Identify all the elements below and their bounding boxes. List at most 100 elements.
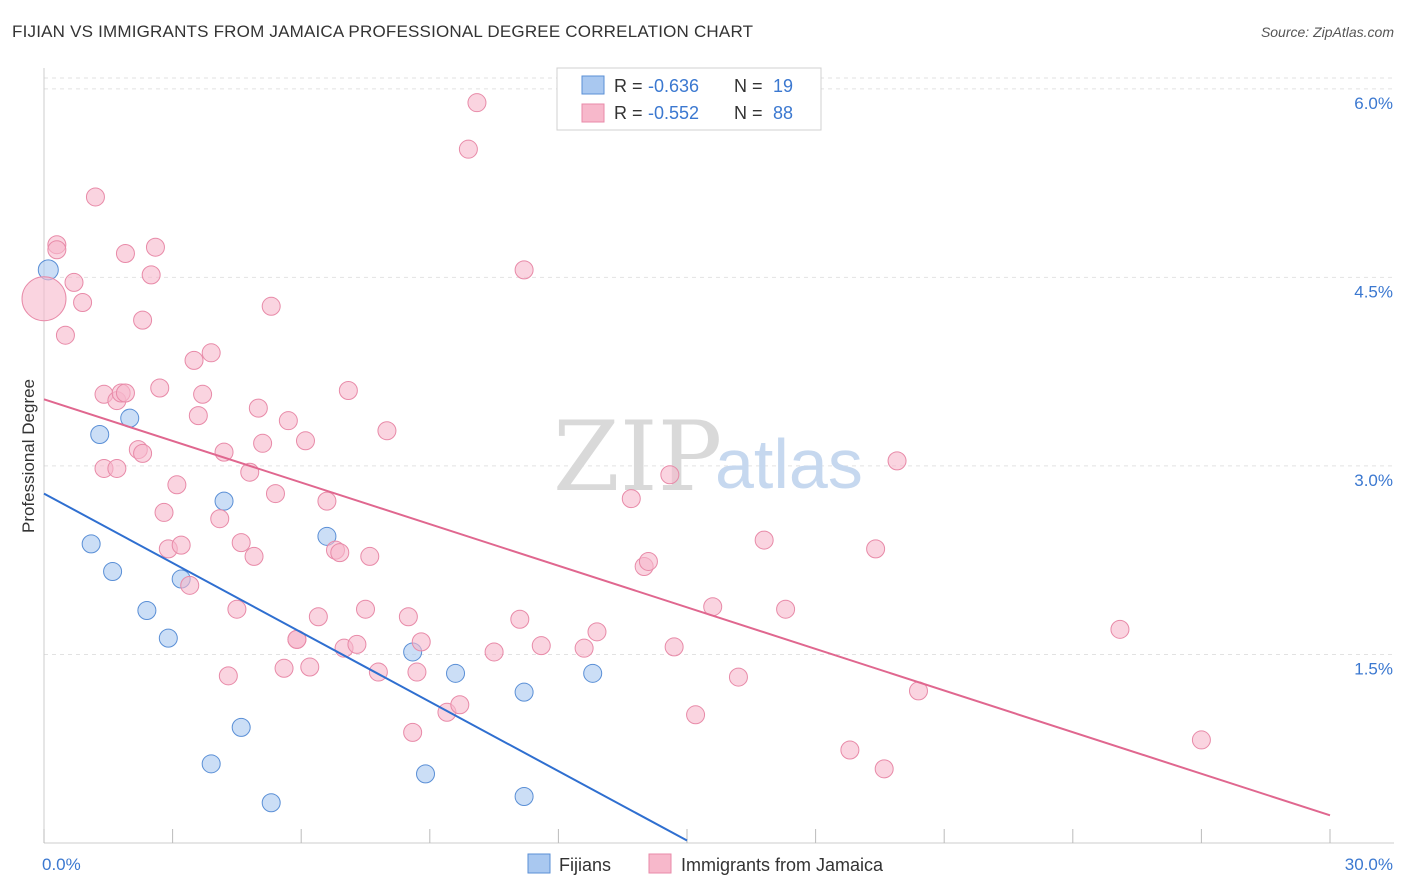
fijian-point [261, 793, 281, 813]
jamaica-point [253, 433, 273, 453]
fijian-point [81, 534, 101, 554]
jamaica-point [73, 293, 93, 313]
bottom-legend-label-jamaica: Immigrants from Jamaica [681, 855, 884, 875]
jamaica-point [403, 722, 423, 742]
bottom-legend-swatch-jamaica [648, 853, 672, 874]
legend-box: R = -0.636 N = 19 R = -0.552 N = 88 [556, 67, 822, 131]
jamaica-point [638, 551, 658, 571]
legend-r-label-1: R = [614, 76, 643, 96]
jamaica-point [278, 411, 298, 431]
legend-swatch-jamaica [581, 103, 605, 123]
jamaica-point [510, 609, 530, 629]
jamaica-point [150, 378, 170, 398]
fijian-point [231, 717, 251, 737]
jamaica-point [407, 662, 427, 682]
jamaica-point [347, 634, 367, 654]
legend-r-value-2: -0.552 [648, 103, 699, 123]
jamaica-point [265, 484, 285, 504]
legend-n-label-1: N = [734, 76, 763, 96]
fijian-point [137, 600, 157, 620]
fijian-trend-line [43, 492, 688, 842]
y-tick-label: 4.5% [1354, 282, 1393, 301]
legend-n-value-2: 88 [773, 103, 793, 123]
bottom-legend: Fijians Immigrants from Jamaica [527, 853, 884, 875]
x-tick-label: 0.0% [42, 855, 81, 874]
jamaica-point [458, 139, 478, 159]
watermark: ZIP atlas [553, 401, 863, 513]
jamaica-point [587, 622, 607, 642]
fijian-point [446, 663, 466, 683]
jamaica-point [330, 543, 350, 563]
bottom-legend-swatch-fijians [527, 853, 551, 874]
legend-swatch-fijians [581, 75, 605, 95]
jamaica-point [398, 607, 418, 627]
jamaica-point [227, 599, 247, 619]
legend-r-value-1: -0.636 [648, 76, 699, 96]
jamaica-point [728, 667, 748, 687]
jamaica-point [133, 310, 153, 330]
bottom-legend-label-fijians: Fijians [559, 855, 611, 875]
jamaica-point [193, 384, 213, 404]
jamaica-point [85, 187, 105, 207]
jamaica-point [154, 502, 174, 522]
jamaica-point [300, 657, 320, 677]
jamaica-point [308, 607, 328, 627]
jamaica-point [107, 458, 127, 478]
jamaica-point [64, 272, 84, 292]
y-axis-label: Professional Degree [19, 379, 38, 533]
fijian-point [416, 764, 436, 784]
jamaica-point [450, 695, 470, 715]
jamaica-point [180, 575, 200, 595]
jamaica-point [377, 421, 397, 441]
jamaica-point [467, 93, 487, 113]
jamaica-point [261, 296, 281, 316]
tick-labels: 1.5% 3.0% 4.5% 6.0% 0.0% 30.0% [42, 94, 1393, 874]
jamaica-point [411, 632, 431, 652]
jamaica-point [133, 443, 153, 463]
jamaica-point [167, 475, 187, 495]
jamaica-point [115, 383, 135, 403]
jamaica-point [201, 343, 221, 363]
jamaica-point [295, 431, 315, 451]
jamaica-point [338, 381, 358, 401]
watermark-atlas: atlas [715, 425, 863, 503]
jamaica-point [244, 546, 264, 566]
jamaica-point [664, 637, 684, 657]
jamaica-point [21, 276, 67, 322]
y-tick-label: 6.0% [1354, 94, 1393, 113]
trend-lines [43, 398, 1331, 842]
fijian-point [583, 663, 603, 683]
jamaica-point [218, 666, 238, 686]
jamaica-point [776, 599, 796, 619]
jamaica-point [145, 237, 165, 257]
y-tick-label: 3.0% [1354, 471, 1393, 490]
jamaica-point [248, 398, 268, 418]
jamaica-point [1110, 619, 1130, 639]
jamaica-point [360, 546, 380, 566]
fijian-point [514, 786, 534, 806]
jamaica-point [356, 599, 375, 619]
jamaica-point [621, 489, 641, 509]
fijian-point [201, 754, 221, 774]
jamaica-point [55, 325, 75, 345]
legend-n-label-2: N = [734, 103, 763, 123]
jamaica-point [874, 759, 894, 779]
grid [44, 77, 1394, 655]
legend-n-value-1: 19 [773, 76, 793, 96]
jamaica-point [231, 533, 251, 553]
jamaica-point [210, 509, 230, 529]
source-label: Source: ZipAtlas.com [1260, 24, 1394, 40]
jamaica-point [184, 350, 204, 370]
jamaica-point [754, 530, 774, 550]
jamaica-point [274, 658, 294, 678]
chart-title: FIJIAN VS IMMIGRANTS FROM JAMAICA PROFES… [12, 22, 754, 41]
fijian-point [90, 425, 110, 445]
jamaica-point [47, 240, 67, 260]
jamaica-point [141, 265, 161, 285]
axes [43, 68, 1394, 844]
jamaica-point [188, 406, 208, 426]
jamaica-point [171, 535, 191, 555]
jamaica-trend-line [43, 398, 1331, 817]
jamaica-point [484, 642, 504, 662]
